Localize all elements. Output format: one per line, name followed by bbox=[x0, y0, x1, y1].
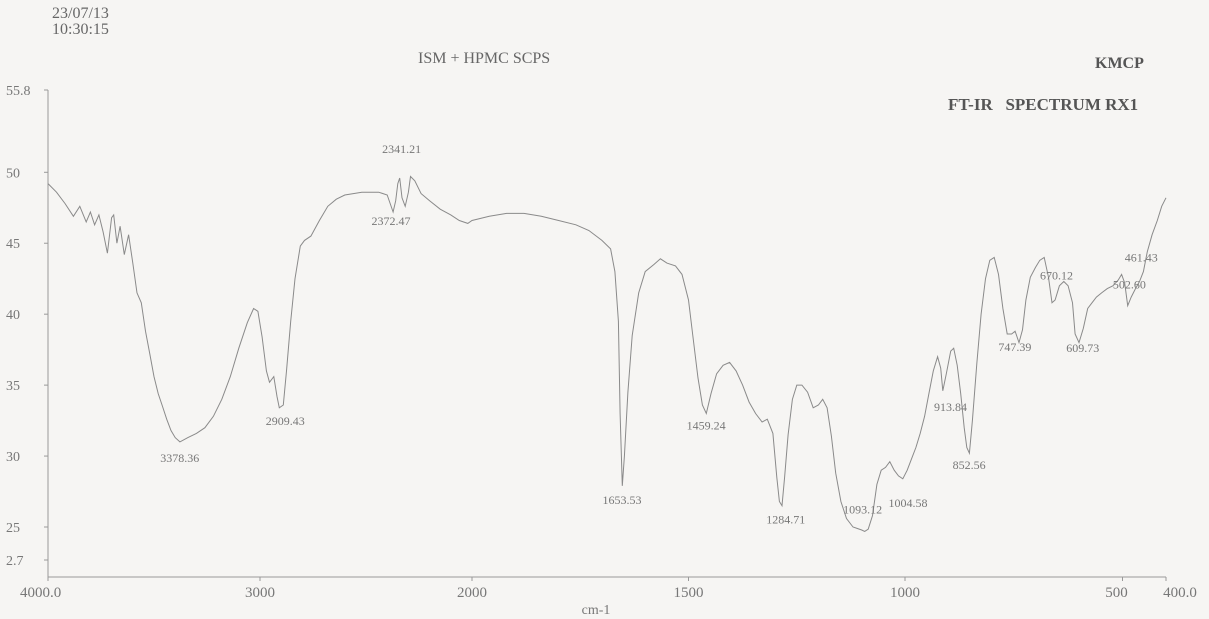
y-tick-label: 55.8 bbox=[6, 84, 31, 99]
x-tick-label: 3000 bbox=[245, 585, 275, 601]
peak-label: 3378.36 bbox=[160, 451, 199, 465]
peak-label: 913.84 bbox=[934, 400, 967, 414]
chart-axes bbox=[47, 90, 1166, 578]
y-tick-label: 35 bbox=[6, 379, 20, 394]
sample-title: ISM + HPMC SCPS bbox=[418, 50, 551, 67]
header-time: 10:30:15 bbox=[52, 21, 109, 38]
y-axis-ticks: 55.8 50 45 40 35 30 25 2.7 bbox=[6, 84, 48, 569]
x-axis-label: cm-1 bbox=[582, 603, 611, 618]
spectrum-label: FT-IR SPECTRUM RX1 bbox=[948, 95, 1139, 114]
org-label: KMCP bbox=[1095, 55, 1144, 72]
y-tick-label: 45 bbox=[6, 237, 20, 252]
x-tick-label: 1500 bbox=[674, 585, 704, 601]
peak-label: 461.43 bbox=[1125, 251, 1158, 265]
peak-label: 2909.43 bbox=[266, 414, 305, 428]
peak-label: 1459.24 bbox=[687, 418, 726, 432]
x-tick-label: 400.0 bbox=[1163, 585, 1197, 601]
peak-label: 2372.47 bbox=[372, 214, 411, 228]
x-tick-label: 500 bbox=[1105, 585, 1128, 601]
x-axis-ticks: 4000.0 3000 2000 1500 1000 500 400.0 bbox=[20, 577, 1197, 601]
y-tick-label: 30 bbox=[6, 450, 20, 465]
peak-label: 670.12 bbox=[1040, 268, 1073, 282]
peak-label: 1093.12 bbox=[843, 502, 882, 516]
peak-label: 1004.58 bbox=[889, 496, 928, 510]
header-date: 23/07/13 bbox=[52, 5, 109, 22]
peak-label: 2341.21 bbox=[382, 142, 421, 156]
y-tick-label: 25 bbox=[6, 521, 20, 536]
peak-label: 502.60 bbox=[1113, 277, 1146, 291]
peak-label: 1284.71 bbox=[766, 513, 805, 527]
y-tick-label: 2.7 bbox=[6, 554, 24, 569]
x-tick-label: 1000 bbox=[890, 585, 920, 601]
peak-labels: 3378.36 2909.43 2372.47 2341.21 1653.53 1459.… bbox=[160, 142, 1157, 527]
spectrum-line bbox=[47, 175, 1167, 532]
peak-label: 747.39 bbox=[998, 340, 1031, 354]
y-tick-label: 40 bbox=[6, 308, 20, 323]
peak-label: 852.56 bbox=[953, 458, 986, 472]
peak-label: 609.73 bbox=[1066, 341, 1099, 355]
y-tick-label: 50 bbox=[6, 166, 20, 181]
x-tick-label: 2000 bbox=[457, 585, 487, 601]
peak-label: 1653.53 bbox=[603, 493, 642, 507]
x-tick-label: 4000.0 bbox=[20, 585, 61, 601]
